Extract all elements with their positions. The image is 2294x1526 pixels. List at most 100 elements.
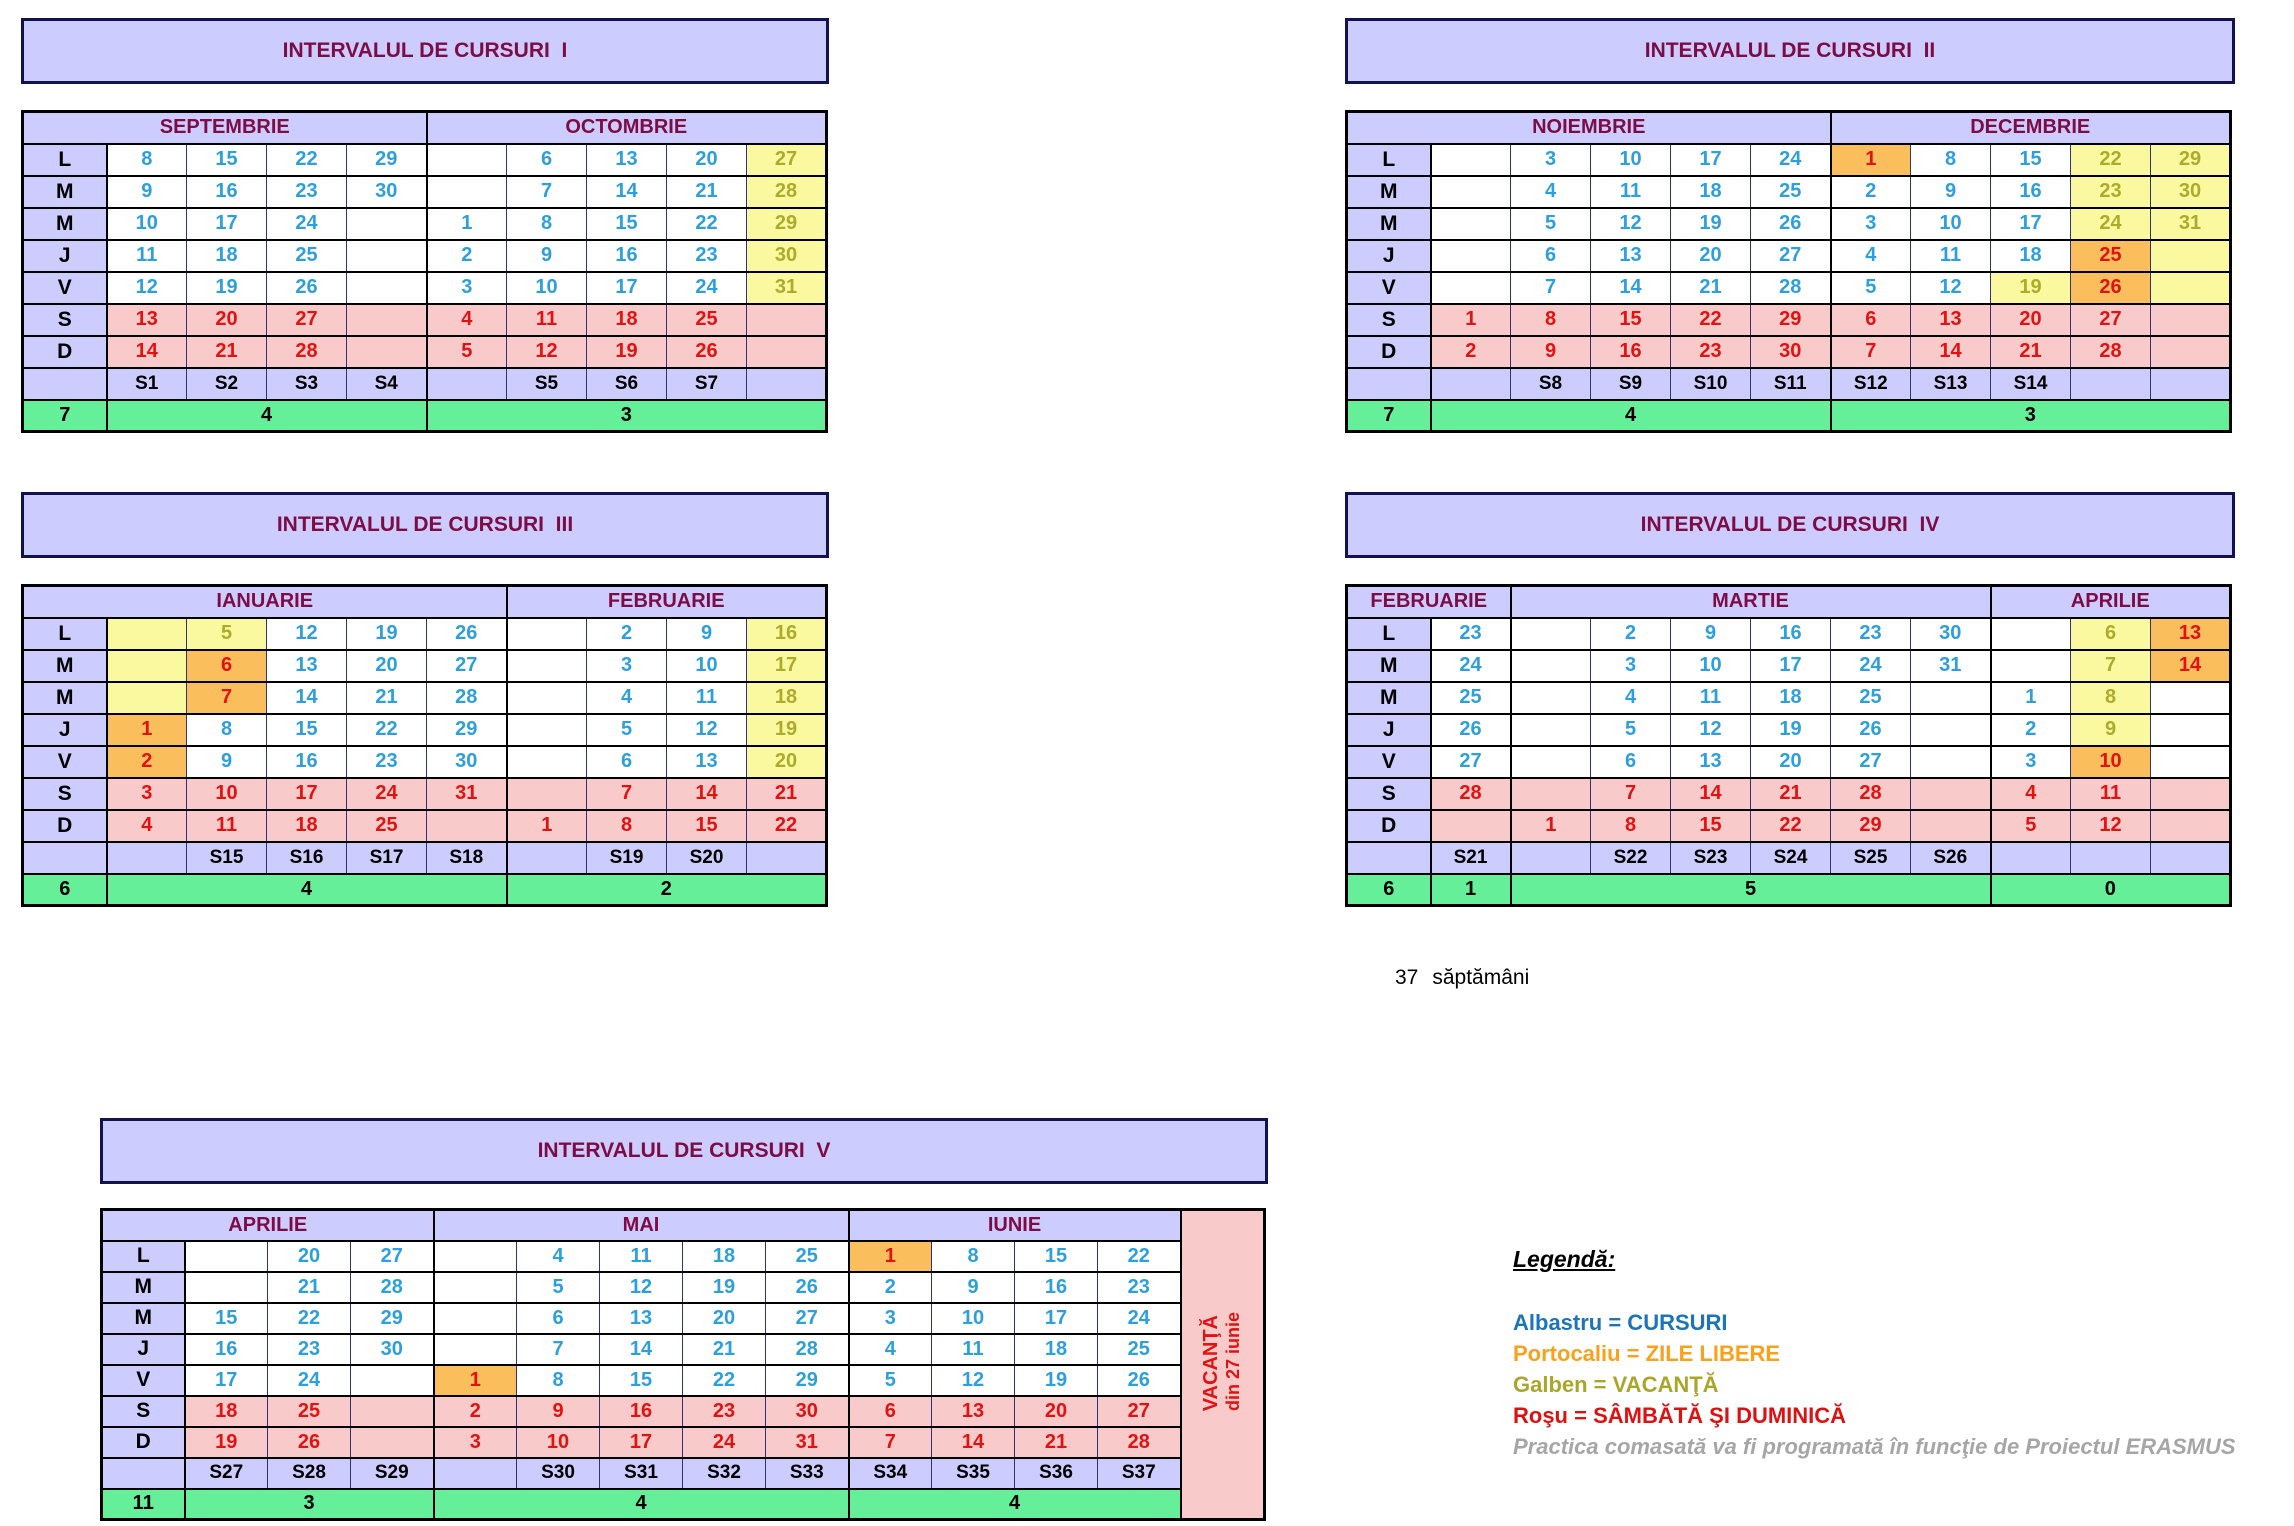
- date-cell: 10: [931, 1301, 1015, 1335]
- date-cell: 26: [1097, 1363, 1181, 1397]
- date-cell: 8: [1590, 808, 1671, 843]
- date-cell: 8: [931, 1239, 1015, 1273]
- empty-cell: [1509, 744, 1591, 779]
- month-header: IANUARIE: [22, 584, 507, 619]
- interval-5-calendar: APRILIE MAI IUNIE VACANŢĂdin 27 iunie L 20 27 4…: [100, 1208, 1268, 1521]
- date-cell: 2: [1429, 334, 1511, 369]
- date-cell: 15: [599, 1363, 683, 1397]
- date-cell: 27: [426, 648, 507, 683]
- empty-cell: [432, 1332, 517, 1366]
- date-cell: 20: [1670, 238, 1751, 273]
- date-cell: 13: [105, 302, 187, 337]
- date-cell: 1: [1989, 680, 2071, 715]
- date-cell: 16: [1990, 174, 2071, 209]
- empty-cell: [2150, 808, 2231, 843]
- empty-cell: [2150, 712, 2231, 747]
- day-label: S: [101, 1394, 185, 1428]
- date-cell: 23: [2070, 174, 2151, 209]
- date-cell: 11: [186, 808, 267, 843]
- date-cell: 9: [1910, 174, 1991, 209]
- day-label: S: [22, 302, 107, 337]
- date-cell: 4: [847, 1332, 932, 1366]
- date-cell: 9: [1670, 616, 1751, 651]
- date-cell: 6: [847, 1394, 932, 1428]
- date-cell: 20: [186, 302, 267, 337]
- date-cell: 18: [1014, 1332, 1098, 1366]
- legend-heading: Legendă:: [1513, 1246, 1616, 1272]
- legend: Legendă: Albastru = CURSURI Portocaliu = …: [1513, 1246, 2236, 1462]
- total-weeks-value: 37: [1395, 966, 1419, 989]
- date-cell: 6: [2070, 616, 2151, 651]
- month-header: APRILIE: [101, 1208, 434, 1242]
- date-cell: 3: [1510, 142, 1591, 177]
- empty-cell: [432, 1270, 517, 1304]
- date-cell: 7: [586, 776, 667, 811]
- date-cell: 10: [105, 206, 187, 241]
- empty-cell: [505, 616, 587, 651]
- date-cell: 9: [516, 1394, 600, 1428]
- date-cell: 1: [1509, 808, 1591, 843]
- date-cell: 2: [1590, 616, 1671, 651]
- date-cell: 6: [186, 648, 267, 683]
- week-label: S14: [1990, 366, 2071, 401]
- date-cell: 28: [350, 1270, 434, 1304]
- date-cell: 18: [586, 302, 667, 337]
- date-cell: 22: [2070, 142, 2151, 177]
- calendar-table-IV: FEBRUARIE MARTIE APRILIE L 23 2 9 16 23 30 6 13 M 24 3…: [1345, 584, 2232, 907]
- empty-cell: [183, 1239, 268, 1273]
- week-label: S4: [346, 366, 427, 401]
- date-cell: 30: [350, 1332, 434, 1366]
- date-cell: 29: [746, 206, 827, 241]
- empty-cell: [1910, 744, 1991, 779]
- day-label: J: [101, 1332, 185, 1366]
- month-header: IUNIE: [847, 1208, 1181, 1242]
- date-cell: 24: [1429, 648, 1511, 683]
- day-label: L: [22, 142, 107, 177]
- vacation-title: VACANŢĂ: [1200, 1315, 1223, 1412]
- empty-cell: [746, 302, 827, 337]
- day-label: M: [1346, 174, 1431, 209]
- date-cell: 1: [432, 1363, 517, 1397]
- date-cell: 10: [1590, 142, 1671, 177]
- empty-cell: [2150, 270, 2231, 305]
- date-cell: 28: [1830, 776, 1911, 811]
- empty-cell: [183, 1270, 268, 1304]
- week-label: S15: [186, 840, 267, 875]
- vacation-subtitle: din 27 iunie: [1223, 1312, 1244, 1412]
- date-cell: 26: [426, 616, 507, 651]
- date-cell: 4: [1829, 238, 1911, 273]
- date-cell: 7: [1510, 270, 1591, 305]
- date-cell: 7: [1829, 334, 1911, 369]
- date-cell: 15: [586, 206, 667, 241]
- date-cell: 24: [1830, 648, 1911, 683]
- week-empty: [1509, 840, 1591, 875]
- empty-cell: [2150, 680, 2231, 715]
- date-cell: 24: [682, 1425, 766, 1459]
- date-cell: 27: [1097, 1394, 1181, 1428]
- empty-cell: [505, 776, 587, 811]
- date-cell: 8: [586, 808, 667, 843]
- date-cell: 12: [506, 334, 587, 369]
- date-cell: 25: [1750, 174, 1831, 209]
- date-cell: 23: [267, 1332, 351, 1366]
- date-cell: 30: [765, 1394, 849, 1428]
- date-cell: 16: [183, 1332, 268, 1366]
- day-label: D: [22, 334, 107, 369]
- week-label: S26: [1910, 840, 1991, 875]
- date-cell: 28: [765, 1332, 849, 1366]
- week-label: S35: [931, 1456, 1015, 1490]
- date-cell: 3: [847, 1301, 932, 1335]
- date-cell: 30: [346, 174, 427, 209]
- date-cell: 6: [1829, 302, 1911, 337]
- empty-cell: [1509, 680, 1591, 715]
- day-label: J: [22, 238, 107, 273]
- date-cell: 28: [2070, 334, 2151, 369]
- day-label: J: [1346, 712, 1431, 747]
- date-cell: 5: [1590, 712, 1671, 747]
- date-cell: 30: [1910, 616, 1991, 651]
- date-cell: 1: [847, 1239, 932, 1273]
- date-cell: 16: [1590, 334, 1671, 369]
- date-cell: 25: [666, 302, 747, 337]
- date-cell: 11: [105, 238, 187, 273]
- empty-cell: [2150, 776, 2231, 811]
